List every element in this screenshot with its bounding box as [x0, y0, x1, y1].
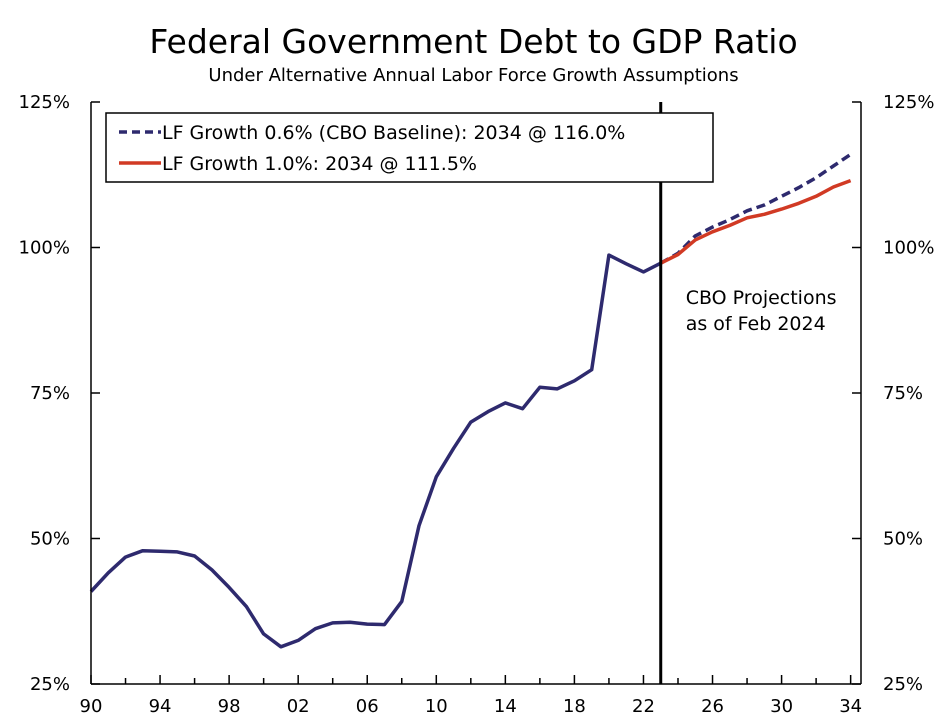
y-tick-label-left: 25%	[30, 674, 70, 695]
y-tick-label-right: 75%	[883, 383, 923, 404]
x-tick-label: 98	[218, 696, 241, 717]
plot-frame	[90, 102, 862, 685]
legend-label-baseline: LF Growth 0.6% (CBO Baseline): 2034 @ 11…	[162, 122, 625, 144]
x-tick-label: 14	[494, 696, 517, 717]
series-baseline-historical-line	[89, 253, 662, 649]
y-tick-label-left: 50%	[30, 529, 70, 550]
axis-ticks: 25% 25% 50% 50% 75% 75% 100% 100% 125% 125% 90 94 98…	[19, 92, 935, 717]
y-tick-label-right: 100%	[883, 238, 934, 259]
legend-box	[105, 112, 714, 183]
projection-annotation: CBO Projections as of Feb 2024	[659, 102, 837, 684]
y-tick-label-right: 50%	[883, 529, 923, 550]
x-tick-label: 02	[287, 696, 310, 717]
x-tick-label: 94	[149, 696, 172, 717]
x-tick-label: 18	[563, 696, 586, 717]
x-tick-label: 22	[632, 696, 655, 717]
y-tick-label-left: 125%	[19, 92, 70, 113]
chart-title: Federal Government Debt to GDP Ratio	[149, 22, 798, 61]
x-tick-label: 10	[425, 696, 448, 717]
x-tick-label: 06	[356, 696, 379, 717]
y-tick-label-left: 100%	[19, 238, 70, 259]
y-tick-label-left: 75%	[30, 383, 70, 404]
y-tick-label-right: 125%	[883, 92, 934, 113]
y-tick-label-right: 25%	[883, 674, 923, 695]
legend-label-lf-1pct: LF Growth 1.0%: 2034 @ 111.5%	[162, 153, 477, 175]
x-tick-label: 26	[701, 696, 724, 717]
x-tick-label: 34	[839, 696, 862, 717]
legend: LF Growth 0.6% (CBO Baseline): 2034 @ 11…	[105, 112, 714, 183]
x-tick-label: 30	[770, 696, 793, 717]
series-lf-1pct-line	[659, 178, 852, 265]
projection-annotation-text: CBO Projections	[686, 287, 837, 309]
series-lines	[89, 152, 852, 649]
projection-annotation-text: as of Feb 2024	[686, 313, 826, 335]
x-tick-label: 90	[80, 696, 103, 717]
series-baseline-projection-line	[659, 152, 852, 265]
chart-subtitle: Under Alternative Annual Labor Force Gro…	[208, 65, 739, 86]
